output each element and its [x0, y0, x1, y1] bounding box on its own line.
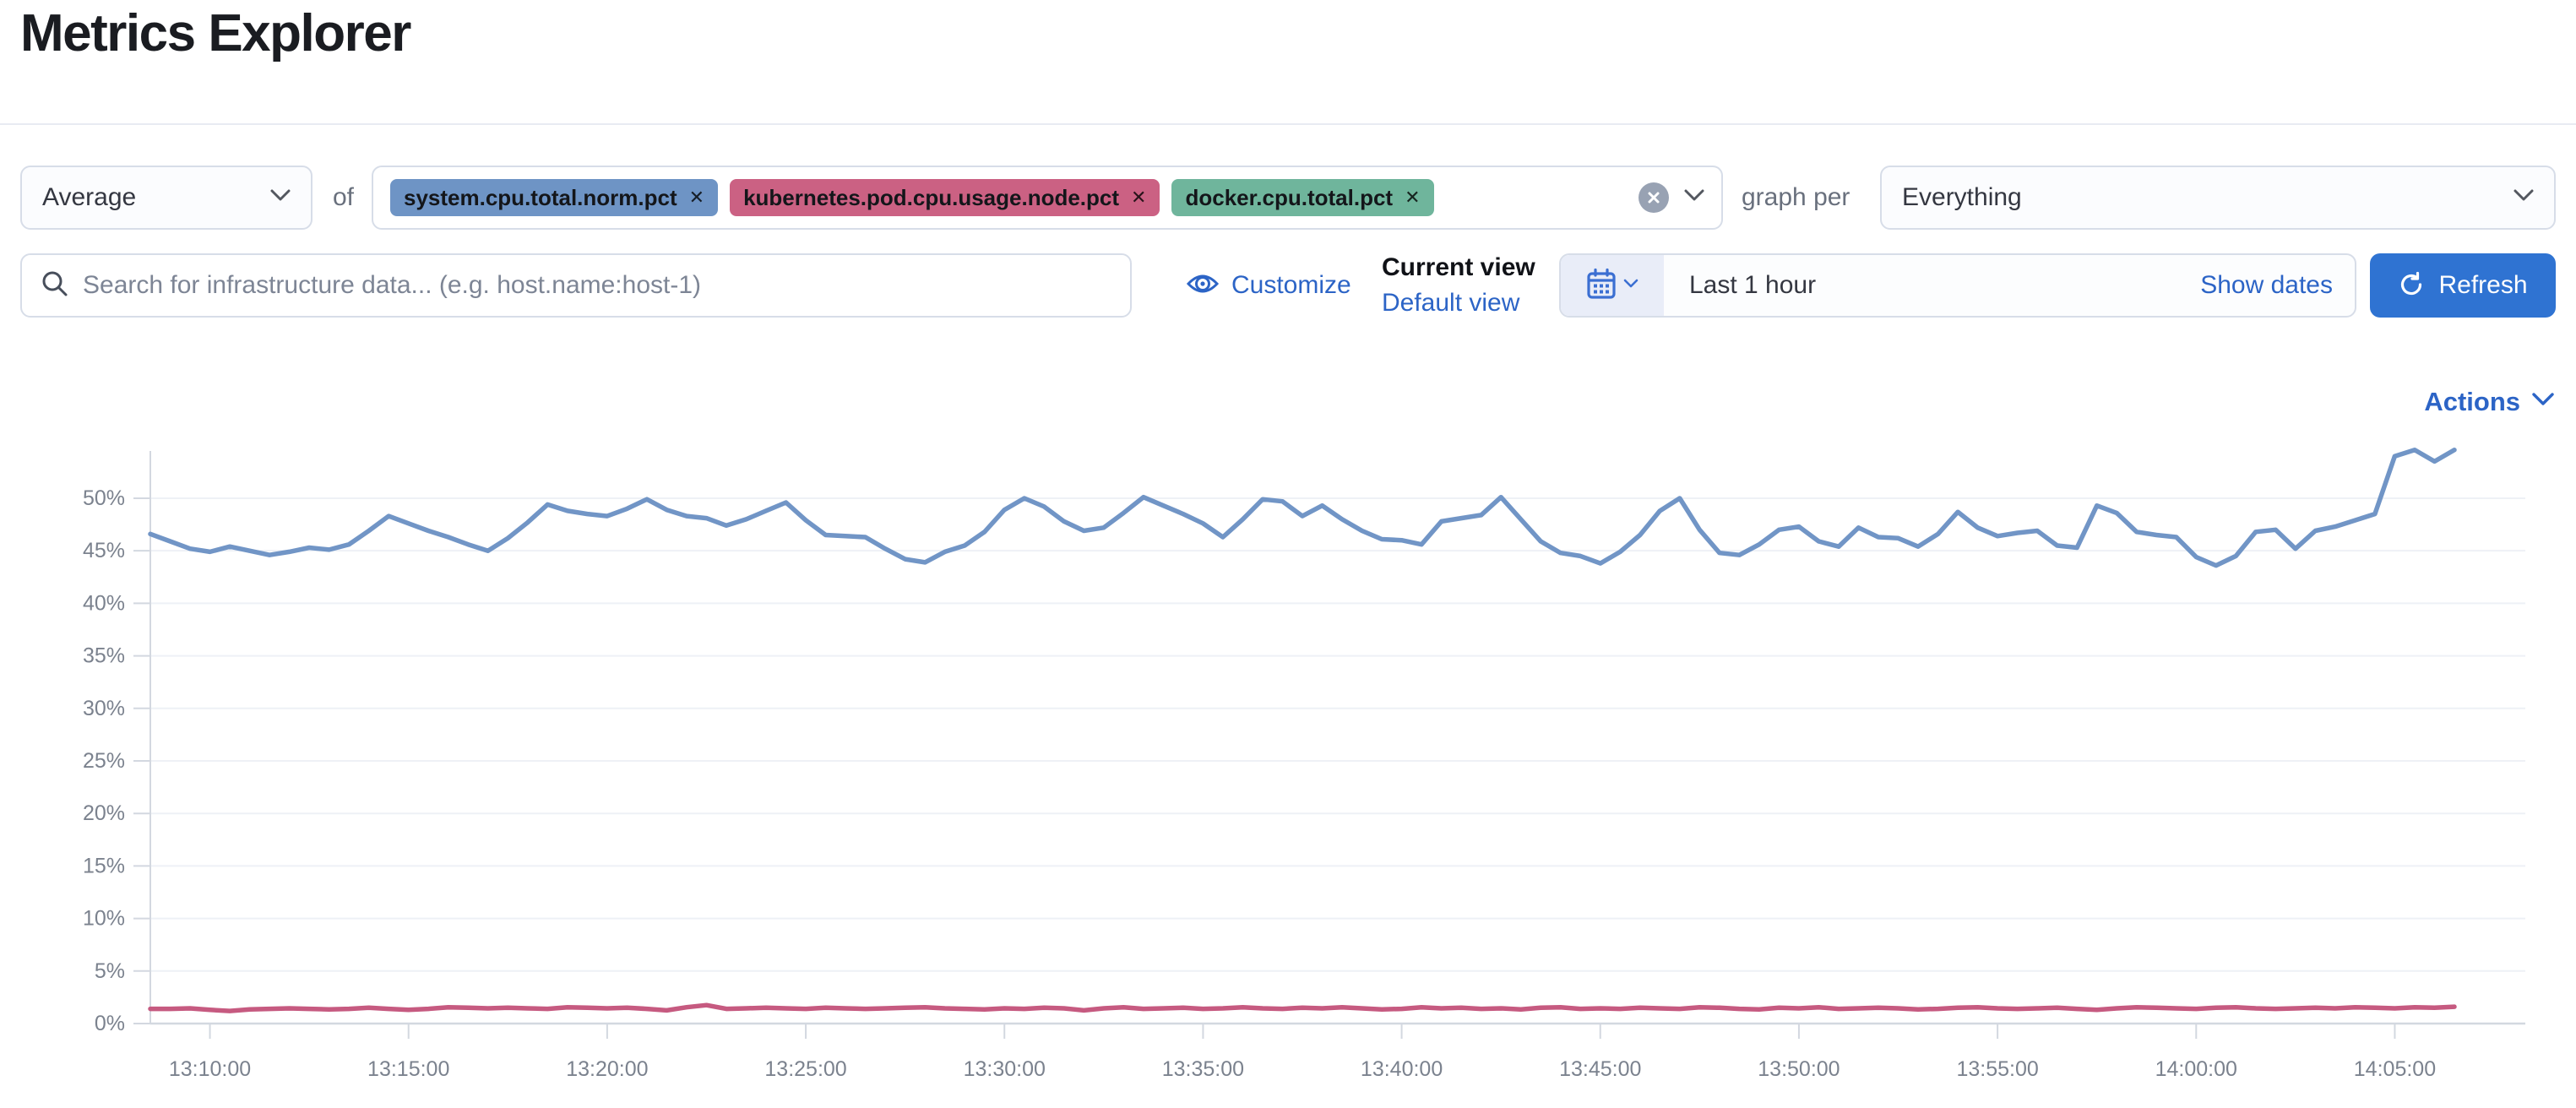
y-axis-tick-label: 45%	[83, 539, 125, 562]
chevron-down-icon	[270, 189, 291, 207]
show-dates-link[interactable]: Show dates	[2200, 271, 2333, 299]
x-axis-tick-label: 13:20:00	[566, 1057, 648, 1081]
x-axis-tick-label: 14:00:00	[2155, 1057, 2237, 1081]
y-axis-tick-label: 10%	[83, 907, 125, 931]
y-axis-tick-label: 25%	[83, 749, 125, 773]
of-label: of	[333, 183, 355, 211]
metric-badge[interactable]: system.cpu.total.norm.pct ✕	[390, 179, 719, 216]
metrics-chart[interactable]: 0% 5% 10% 15% 20% 25% 30% 35% 40% 45% 50% 13:10:00 1…	[0, 439, 2576, 1108]
x-axis-tick-label: 13:45:00	[1559, 1057, 1641, 1081]
calendar-icon	[1586, 268, 1617, 304]
metrics-chart-svg[interactable]: 0% 5% 10% 15% 20% 25% 30% 35% 40% 45% 50% 13:10:00 1…	[0, 439, 2576, 1108]
series-line-system.cpu.total.norm.pct	[148, 448, 2457, 568]
metric-badge-label: docker.cpu.total.pct	[1185, 184, 1394, 210]
x-axis-tick-label: 14:05:00	[2354, 1057, 2436, 1081]
y-axis-tick-label: 0%	[95, 1012, 125, 1035]
time-range-picker: Last 1 hour Show dates	[1559, 253, 2356, 318]
date-picker-button[interactable]	[1561, 255, 1664, 316]
x-axis-tick-label: 13:10:00	[169, 1057, 251, 1081]
x-axis-tick-label: 13:30:00	[964, 1057, 1046, 1081]
chevron-down-icon	[2514, 189, 2534, 207]
actions-label: Actions	[2424, 387, 2520, 416]
filter-row: Customize Current view Default view	[0, 253, 2576, 318]
current-view-label: Current view	[1382, 253, 1535, 281]
metric-badge-label: kubernetes.pod.cpu.usage.node.pct	[743, 184, 1120, 210]
chevron-down-icon	[1623, 278, 1639, 293]
actions-menu-button[interactable]: Actions	[2424, 382, 2554, 422]
x-axis-tick-label: 13:50:00	[1758, 1057, 1840, 1081]
y-axis-tick-label: 30%	[83, 697, 125, 720]
refresh-label: Refresh	[2438, 271, 2528, 299]
metric-badges: system.cpu.total.norm.pct ✕ kubernetes.pod…	[390, 179, 1639, 216]
x-axis-tick-label: 13:40:00	[1361, 1057, 1443, 1081]
x-axis-tick-label: 13:25:00	[764, 1057, 846, 1081]
combobox-controls	[1639, 182, 1704, 213]
y-axis-tick-label: 5%	[95, 959, 125, 983]
x-axis-tick-label: 13:35:00	[1162, 1057, 1244, 1081]
metric-badge[interactable]: kubernetes.pod.cpu.usage.node.pct ✕	[730, 179, 1160, 216]
x-axis-tick-label: 13:15:00	[367, 1057, 449, 1081]
y-axis-tick-label: 15%	[83, 854, 125, 877]
y-axis-tick-label: 35%	[83, 644, 125, 668]
y-axis-tick-label: 20%	[83, 801, 125, 825]
y-axis-tick-label: 50%	[83, 486, 125, 510]
search-icon	[41, 269, 69, 302]
eye-icon	[1186, 271, 1220, 301]
metric-badge-label: system.cpu.total.norm.pct	[404, 184, 677, 210]
search-box	[20, 253, 1132, 318]
graph-per-label: graph per	[1742, 183, 1850, 211]
metric-controls-row: Average of system.cpu.total.norm.pct ✕ kub…	[0, 166, 2576, 230]
customize-button[interactable]: Customize	[1186, 253, 1351, 318]
search-input[interactable]	[83, 271, 1111, 300]
clear-metrics-icon[interactable]	[1639, 182, 1669, 213]
header-divider	[0, 123, 2576, 125]
customize-label: Customize	[1231, 271, 1351, 299]
group-by-select[interactable]: Everything	[1880, 166, 2556, 230]
y-axis-tick-label: 40%	[83, 591, 125, 615]
x-axis-tick-label: 13:55:00	[1956, 1057, 2038, 1081]
chevron-down-icon[interactable]	[1684, 189, 1704, 207]
default-view-link[interactable]: Default view	[1382, 289, 1520, 317]
view-switcher: Current view Default view	[1382, 250, 1551, 321]
metric-badge[interactable]: docker.cpu.total.pct ✕	[1171, 179, 1434, 216]
aggregation-select[interactable]: Average	[20, 166, 312, 230]
aggregation-select-value: Average	[42, 183, 137, 211]
refresh-icon	[2398, 271, 2425, 301]
refresh-button[interactable]: Refresh	[2370, 253, 2556, 318]
remove-metric-icon[interactable]: ✕	[1405, 187, 1421, 208]
metrics-combobox[interactable]: system.cpu.total.norm.pct ✕ kubernetes.pod…	[372, 166, 1723, 230]
group-by-select-value: Everything	[1902, 183, 2022, 211]
remove-metric-icon[interactable]: ✕	[688, 187, 705, 208]
page-title: Metrics Explorer	[20, 4, 411, 62]
time-range-label[interactable]: Last 1 hour	[1689, 271, 1817, 299]
series-line-kubernetes.pod.cpu.usage.node.pct	[148, 1002, 2457, 1013]
chevron-down-icon	[2532, 393, 2554, 411]
remove-metric-icon[interactable]: ✕	[1131, 187, 1147, 208]
